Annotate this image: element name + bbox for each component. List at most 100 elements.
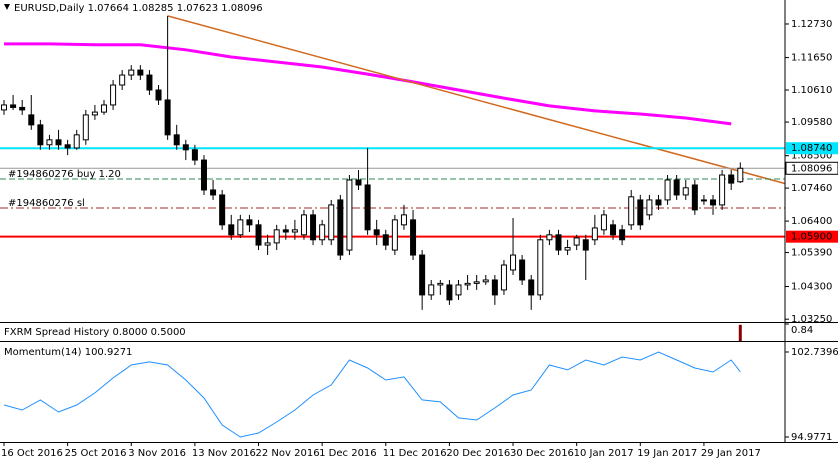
candle-body: [337, 199, 344, 256]
candle-body: [610, 224, 617, 236]
level-label: 1.08740: [791, 143, 832, 154]
candle-body: [391, 219, 398, 251]
candle-body: [437, 282, 444, 286]
price-label-box: [785, 161, 838, 175]
candle-body: [719, 174, 726, 206]
candle-body: [455, 284, 462, 296]
y-tick-label: 1.10610: [791, 85, 832, 96]
candle-body: [491, 279, 498, 296]
candle-body: [700, 199, 707, 202]
candle-body: [410, 219, 417, 256]
candle-body: [637, 199, 644, 226]
candle-body: [210, 189, 217, 196]
candle-body: [91, 111, 98, 116]
x-tick-label: 19 Jan 2017: [637, 448, 697, 459]
candle-body: [37, 124, 44, 146]
x-tick-label: 10 Jan 2017: [574, 448, 634, 459]
candle-body: [264, 242, 271, 246]
x-tick-label: 13 Nov 2016: [192, 448, 256, 459]
candle-body: [500, 264, 507, 291]
y-tick-label: 1.11650: [791, 53, 832, 64]
x-tick-label: 3 Nov 2016: [128, 448, 186, 459]
candle-body: [200, 159, 207, 191]
moving-average: [4, 42, 732, 126]
candle-body: [482, 279, 489, 283]
level-label-box: [786, 230, 838, 243]
candle-body: [119, 74, 126, 86]
candle-body: [73, 134, 80, 149]
level-label: 1.05900: [791, 232, 832, 243]
candle-body: [364, 184, 371, 231]
y-tick-label: 1.12730: [791, 19, 832, 30]
order-label: #194860276 buy 1.20: [8, 169, 121, 180]
candle-body: [319, 224, 326, 241]
candle-body: [473, 281, 480, 284]
candle-body: [246, 219, 253, 226]
candle-body: [591, 227, 598, 241]
candle-body: [555, 234, 562, 251]
y-tick-label: 1.09580: [791, 117, 832, 128]
y-tick-label: 1.04300: [791, 281, 832, 292]
candle-body: [228, 224, 235, 236]
momentum-last: 100.9271: [85, 347, 133, 358]
main-plot: [0, 15, 785, 310]
candle-body: [82, 114, 89, 141]
candle-body: [10, 104, 17, 108]
candle-body: [128, 69, 135, 76]
candle-body: [164, 99, 171, 136]
candle-body: [646, 199, 653, 216]
candle-body: [282, 229, 289, 233]
candle-body: [182, 144, 189, 151]
symbol: EURUSD,Daily: [14, 3, 85, 14]
candle-body: [582, 239, 589, 251]
candle-body: [191, 149, 198, 161]
candle-body: [619, 229, 626, 241]
candle-body: [600, 214, 607, 231]
candle-body: [728, 174, 735, 184]
candle-body: [310, 214, 317, 241]
candle-body: [346, 179, 353, 251]
candle-body: [528, 279, 535, 296]
y-tick-label: 102.7396: [791, 347, 838, 358]
price-label: 1.08096: [791, 163, 832, 174]
candle-body: [564, 247, 571, 251]
candle-body: [55, 139, 62, 146]
candle-body: [100, 104, 107, 113]
candle-body: [255, 224, 262, 246]
y-tick-label: 94.9771: [791, 432, 832, 443]
spread-title: FXRM Spread History 0.8000 0.5000: [4, 327, 186, 338]
header-icon: [4, 4, 10, 10]
candle-body: [655, 199, 662, 206]
candle-body: [546, 234, 553, 241]
candle-body: [1, 104, 7, 111]
candle-body: [110, 84, 117, 106]
bar: [738, 324, 742, 341]
y-tick-label: 1.08500: [791, 151, 832, 162]
candle-body: [64, 144, 71, 149]
candle-body: [328, 204, 335, 241]
candle-body: [519, 259, 526, 281]
candle-body: [173, 134, 180, 146]
candle-body: [428, 284, 435, 296]
candle-body: [219, 194, 226, 226]
candle-body: [664, 179, 671, 201]
chart-header: EURUSD,Daily 1.07664 1.08285 1.07623 1.0…: [14, 3, 263, 14]
candle-body: [28, 114, 35, 126]
candle-body: [273, 229, 280, 244]
y-tick-label: 1.06400: [791, 216, 832, 227]
candle-body: [400, 214, 407, 226]
candle-body: [673, 179, 680, 196]
candle-body: [537, 239, 544, 296]
candle-body: [446, 284, 453, 301]
candle-body: [464, 282, 471, 286]
candle-body: [237, 219, 244, 236]
header-low: 1.07623: [177, 3, 218, 14]
x-tick-label: 29 Jan 2017: [701, 448, 761, 459]
momentum-plot: [3, 351, 741, 438]
candle-body: [300, 214, 307, 236]
x-tick-label: 1 Dec 2016: [319, 448, 377, 459]
candle-body: [46, 139, 53, 146]
candle-body: [628, 196, 635, 226]
x-tick-label: 25 Oct 2016: [65, 448, 127, 459]
